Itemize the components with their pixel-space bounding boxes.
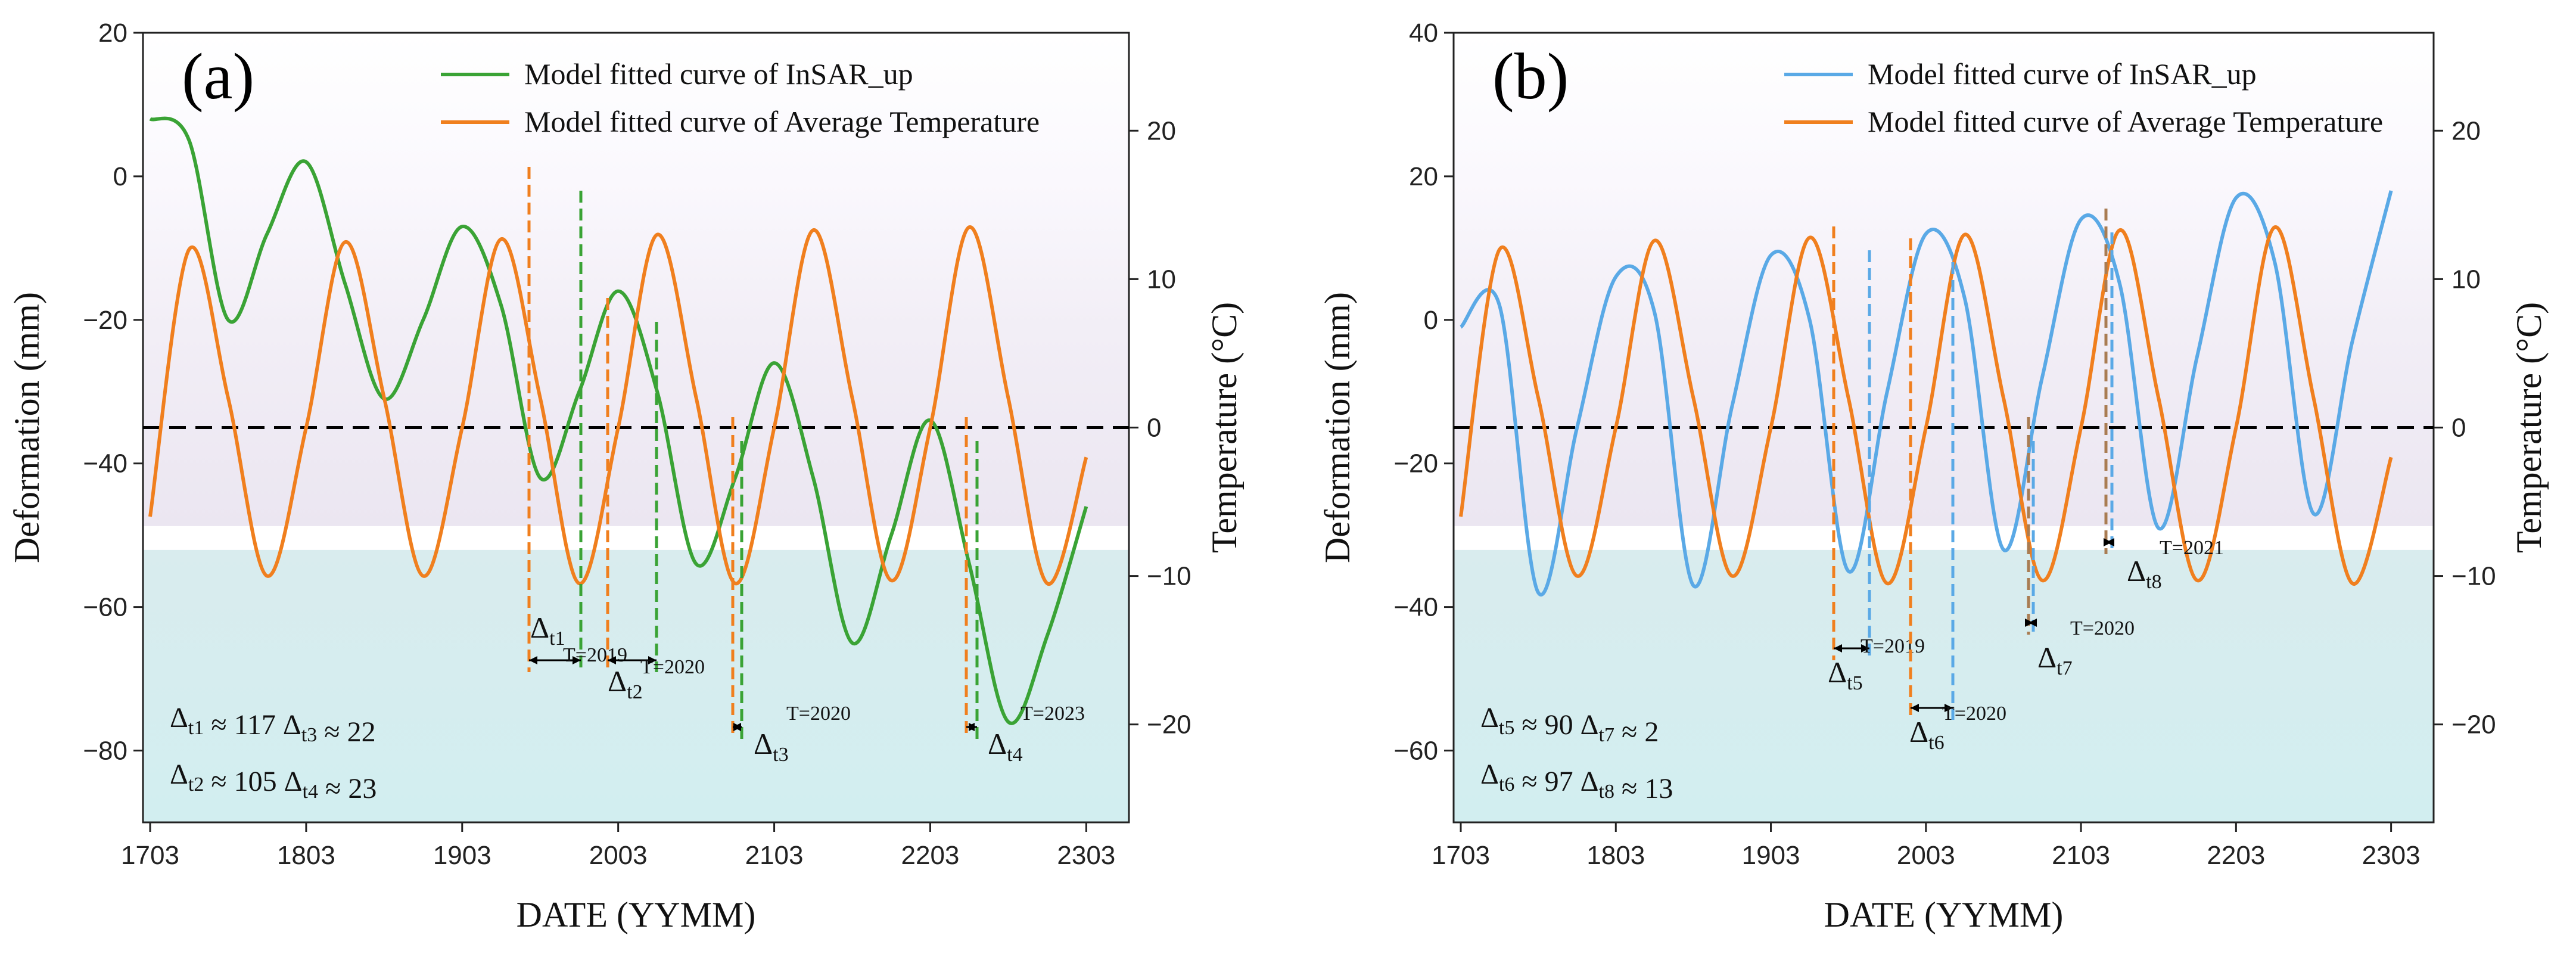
y2-tick-label: −20 — [1147, 710, 1191, 740]
annotation-superscript: T=2020 — [2070, 617, 2135, 639]
y2-axis-title: Temperature (°C) — [1205, 302, 1244, 553]
y2-tick-label: 20 — [1147, 116, 1176, 145]
annotation-label: Δt6 — [1909, 715, 1945, 754]
annotation-label: Δt2 — [608, 664, 643, 703]
y-tick-label: −20 — [1393, 449, 1438, 479]
annotation-label: Δt8 — [2127, 554, 2162, 593]
annotation-arrowhead — [733, 723, 741, 731]
annotation-superscript: T=2021 — [2160, 537, 2224, 559]
x-tick-label: 1803 — [277, 841, 335, 870]
annotation-arrowhead — [1911, 704, 1919, 712]
legend-label: Model fitted curve of InSAR_up — [524, 57, 913, 91]
annotation-label: Δt1 — [530, 611, 565, 650]
legend-label: Model fitted curve of Average Temperatur… — [1868, 105, 2383, 138]
panel-label: (b) — [1492, 40, 1569, 113]
y-tick-label: 0 — [1424, 306, 1438, 335]
y2-tick-label: −10 — [1147, 562, 1191, 591]
y-tick-label: −20 — [83, 306, 127, 335]
y-tick-label: 20 — [1409, 162, 1438, 191]
y2-axis-title: Temperature (°C) — [2509, 302, 2549, 553]
x-tick-label: 2103 — [2052, 841, 2110, 870]
plot-background-upper — [143, 33, 1129, 526]
annotation-arrowhead — [529, 656, 537, 664]
annotation-label: Δt3 — [754, 727, 789, 766]
annotation-arrowhead — [1861, 644, 1869, 653]
x-tick-label: 1903 — [1742, 841, 1800, 870]
y2-tick-label: 0 — [2451, 414, 2466, 443]
y-tick-label: −60 — [1393, 737, 1438, 766]
x-tick-label: 2303 — [1057, 841, 1115, 870]
y2-tick-label: 0 — [1147, 414, 1161, 443]
panel-b: 1703 1803 1903 2003 2103 2203 2303 40 20 0 −20 −40 −… — [1318, 18, 2549, 934]
annotation-superscript: T=2020 — [786, 703, 851, 725]
series-line-insar-up — [1459, 190, 2393, 596]
x-tick-label: 2203 — [2207, 841, 2265, 870]
annotation-arrowhead — [2029, 619, 2037, 627]
annotation-arrowhead — [608, 656, 616, 664]
stat-line: Δt1 ≈ 117 Δt3 ≈ 22 — [170, 702, 376, 748]
y2-tick-label: 10 — [2451, 265, 2481, 294]
annotation-label: Δt4 — [988, 727, 1023, 766]
y2-tick-label: 20 — [2451, 116, 2481, 145]
legend-label: Model fitted curve of InSAR_up — [1868, 57, 2257, 91]
annotation-arrowhead — [1834, 644, 1842, 653]
series-line-insar-up — [149, 116, 1088, 725]
panels-root: 1703 1803 1903 2003 2103 2203 2303 20 0 −20 −40 −60… — [7, 18, 2549, 934]
y-tick-label: 20 — [98, 18, 127, 48]
x-tick-label: 2103 — [745, 841, 804, 870]
x-tick-label: 1703 — [121, 841, 179, 870]
x-tick-label: 2303 — [2362, 841, 2421, 870]
plot-background-lower — [143, 549, 1129, 822]
annotation-superscript: T=2019 — [563, 644, 627, 666]
annotation-label: Δt5 — [1828, 655, 1863, 694]
y2-tick-label: −10 — [2451, 562, 2496, 591]
x-axis-title: DATE (YYMM) — [517, 895, 756, 934]
x-tick-label: 2203 — [901, 841, 960, 870]
stat-line: Δt2 ≈ 105 Δt4 ≈ 23 — [170, 759, 377, 804]
y-tick-label: −80 — [83, 737, 127, 766]
y2-tick-label: 10 — [1147, 265, 1176, 294]
x-tick-label: 2003 — [1897, 841, 1955, 870]
panel-a: 1703 1803 1903 2003 2103 2203 2303 20 0 −20 −40 −60… — [7, 18, 1244, 934]
legend-label: Model fitted curve of Average Temperatur… — [524, 105, 1040, 138]
series-line-temperature — [148, 225, 1088, 586]
plot-background-lower — [1454, 549, 2434, 822]
annotation-superscript: T=2020 — [1942, 703, 2006, 725]
panel-label: (a) — [182, 40, 254, 113]
x-tick-label: 1703 — [1432, 841, 1490, 870]
annotation-arrowhead — [573, 656, 581, 664]
stat-line: Δt5 ≈ 90 Δt7 ≈ 2 — [1480, 702, 1659, 748]
annotation-superscript: T=2019 — [1861, 635, 1925, 657]
plot-background-upper — [1454, 33, 2434, 526]
y-tick-label: 40 — [1409, 18, 1438, 48]
y-tick-label: −40 — [1393, 593, 1438, 622]
annotation-arrowhead — [648, 656, 657, 664]
x-tick-label: 2003 — [589, 841, 648, 870]
stat-line: Δt6 ≈ 97 Δt8 ≈ 13 — [1480, 759, 1673, 804]
series-line-temperature — [1459, 225, 2393, 586]
annotation-superscript: T=2023 — [1021, 703, 1085, 725]
x-axis-title: DATE (YYMM) — [1824, 895, 2064, 934]
x-tick-label: 1903 — [433, 841, 491, 870]
annotation-arrowhead — [2106, 538, 2114, 546]
x-tick-label: 1803 — [1586, 841, 1645, 870]
y-tick-label: 0 — [113, 162, 127, 191]
y-axis-title: Deformation (mm) — [1318, 292, 1357, 563]
annotation-arrowhead — [966, 723, 975, 731]
annotation-arrowhead — [1945, 704, 1953, 712]
annotation-superscript: T=2020 — [640, 656, 705, 678]
y2-tick-label: −20 — [2451, 710, 2496, 740]
y-tick-label: −60 — [83, 593, 127, 622]
annotation-label: Δt7 — [2037, 641, 2073, 679]
y-tick-label: −40 — [83, 449, 127, 479]
y-axis-title: Deformation (mm) — [7, 292, 46, 563]
